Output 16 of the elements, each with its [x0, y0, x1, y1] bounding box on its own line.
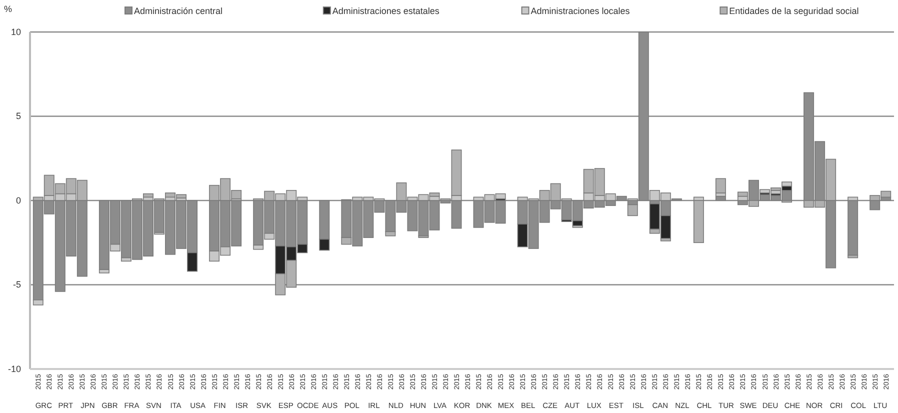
y-tick-label: -10	[8, 364, 21, 374]
bar	[715, 178, 726, 194]
y-axis-title: %	[4, 4, 12, 14]
legend-label: Administraciones locales	[530, 6, 630, 16]
bar	[848, 200, 858, 256]
bar	[693, 200, 704, 244]
y-tick-label: 10	[10, 26, 21, 37]
y-tick-label: 5	[16, 111, 21, 122]
legend-label: Administración central	[134, 6, 223, 16]
legend-label: Administraciones estatales	[332, 6, 440, 16]
y-tick-label: -5	[12, 280, 21, 290]
bar	[782, 182, 792, 187]
y-tick-label: 0	[16, 195, 21, 206]
bar	[627, 204, 638, 216]
bar	[142, 193, 154, 198]
legend-label: Entidades de la seguridad social	[729, 6, 859, 16]
